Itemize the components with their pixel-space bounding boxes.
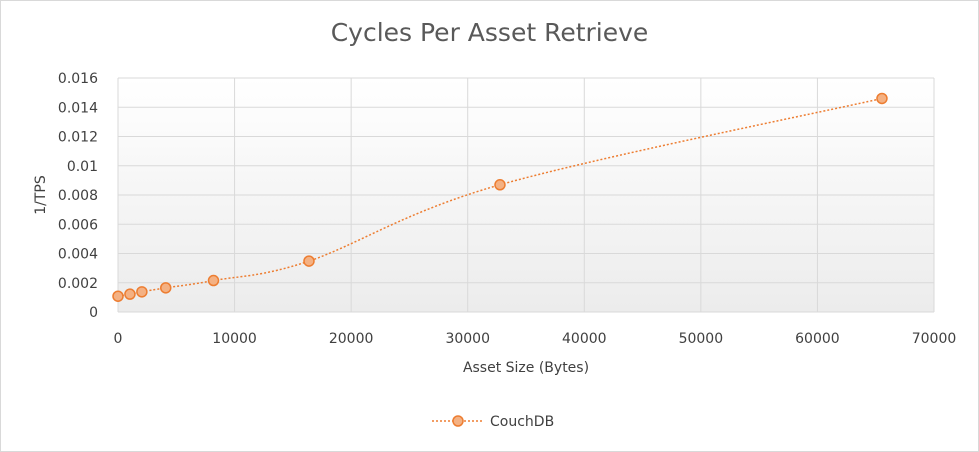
y-tick-label: 0.004 (58, 247, 98, 263)
y-tick-label: 0.006 (58, 217, 98, 233)
data-point (207, 274, 220, 287)
data-point (303, 255, 315, 267)
data-point (159, 282, 172, 294)
data-point (112, 290, 124, 302)
x-axis-ticks: 0 10000 20000 30000 40000 50000 60000 70000 (114, 331, 957, 347)
x-tick-label: 70000 (912, 331, 957, 347)
y-tick-label: 0.014 (58, 100, 98, 116)
y-axis-title: 1/TPS (33, 175, 49, 215)
y-tick-label: 0.008 (58, 188, 98, 204)
x-axis-title: Asset Size (Bytes) (463, 360, 589, 376)
data-point (136, 286, 148, 298)
x-tick-label: 50000 (679, 331, 724, 347)
legend-label: CouchDB (490, 414, 554, 430)
y-tick-label: 0 (89, 305, 98, 321)
data-point (124, 288, 136, 300)
legend-marker (452, 415, 464, 427)
x-tick-label: 10000 (212, 331, 257, 347)
legend: CouchDB (432, 414, 554, 430)
grid (117, 77, 935, 313)
y-tick-label: 0.016 (58, 71, 98, 87)
data-point (876, 92, 888, 105)
x-tick-label: 40000 (562, 331, 607, 347)
series-layer (112, 92, 888, 302)
x-tick-label: 20000 (329, 331, 374, 347)
x-tick-label: 60000 (795, 331, 840, 347)
y-axis-ticks: 0 0.002 0.004 0.006 0.008 0.01 0.012 0.014 0.016 (58, 71, 98, 321)
y-tick-label: 0.012 (58, 130, 98, 146)
chart-title: Cycles Per Asset Retrieve (330, 18, 649, 47)
x-tick-label: 0 (114, 331, 123, 347)
y-tick-label: 0.002 (58, 276, 98, 292)
data-point (494, 179, 506, 191)
y-tick-label: 0.01 (67, 159, 98, 175)
x-tick-label: 30000 (445, 331, 490, 347)
